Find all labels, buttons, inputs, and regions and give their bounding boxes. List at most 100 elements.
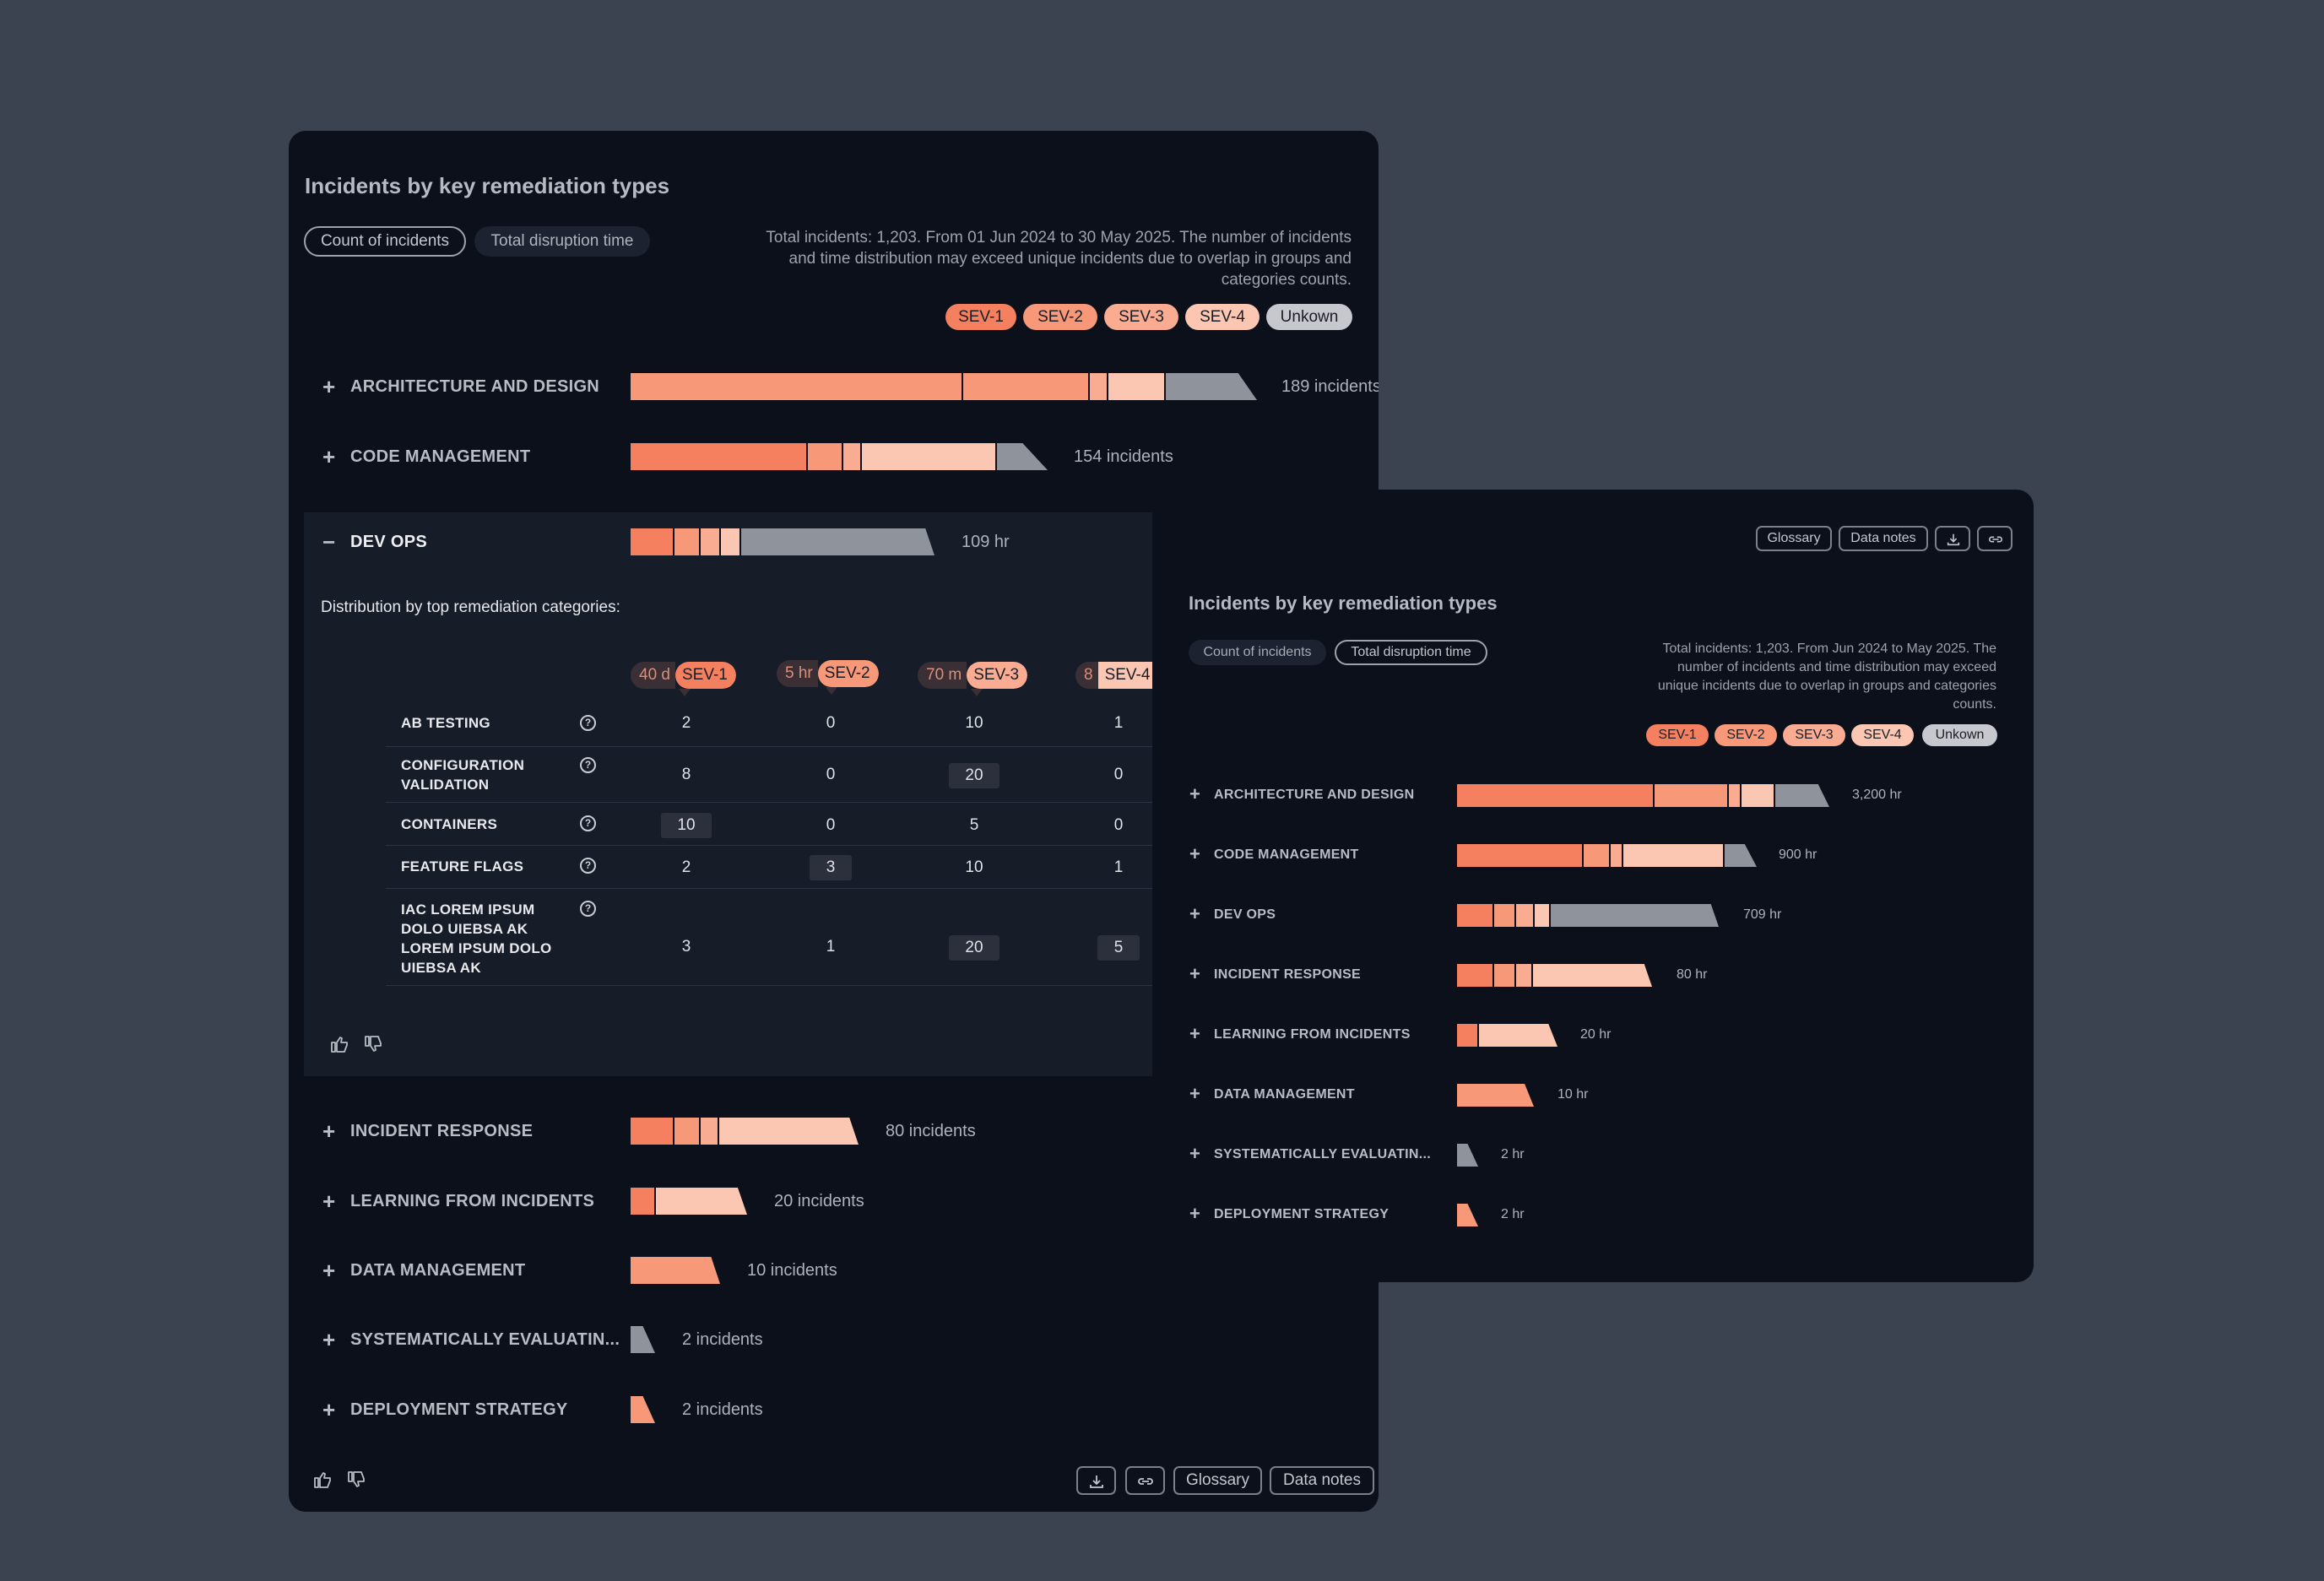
cell-value: 1 xyxy=(1113,714,1124,732)
data-notes-button[interactable]: Data notes xyxy=(1270,1466,1374,1495)
column-sev: SEV-1 xyxy=(674,662,736,689)
expand-plus-icon[interactable]: + xyxy=(1189,843,1200,864)
legend-sev2: SEV-2 xyxy=(1023,304,1097,330)
bar-seg-sev3 xyxy=(842,443,860,470)
expand-plus-icon[interactable]: + xyxy=(1189,783,1200,804)
total-disruption-time-toggle[interactable]: Total disruption time xyxy=(1335,640,1487,665)
header-pointer xyxy=(679,689,691,696)
column-sev: SEV-3 xyxy=(967,662,1028,689)
count-of-incidents-toggle[interactable]: Count of incidents xyxy=(304,226,466,257)
download-button[interactable] xyxy=(1935,526,1970,551)
help-icon[interactable]: ? xyxy=(580,815,596,831)
help-icon[interactable]: ? xyxy=(580,715,596,731)
total-incidents-note: Total incidents: 1,203. From Jun 2024 to… xyxy=(1657,642,1996,712)
expand-plus-icon[interactable]: + xyxy=(1189,1143,1200,1164)
row-label: DATA MANAGEMENT xyxy=(1214,1087,1355,1102)
link-icon xyxy=(1989,536,2002,543)
bar-seg-unknown xyxy=(631,1326,655,1353)
row-value: 10 hr xyxy=(1557,1087,1589,1102)
help-icon[interactable]: ? xyxy=(580,757,596,773)
expand-plus-icon[interactable]: + xyxy=(1189,963,1200,984)
glossary-button[interactable]: Glossary xyxy=(1756,526,1832,551)
panel-title: Incidents by key remediation types xyxy=(1189,593,1498,614)
copy-link-button[interactable] xyxy=(1125,1466,1165,1495)
row-value: 189 incidents xyxy=(1281,377,1379,396)
cell-value-highlighted: 5 xyxy=(1097,935,1140,961)
total-disruption-time-toggle[interactable]: Total disruption time xyxy=(474,226,650,257)
header-pointer xyxy=(971,689,983,696)
bar-seg-sev4 xyxy=(1107,373,1164,400)
bar-seg-sev2 xyxy=(673,1118,699,1145)
row-value: 2 incidents xyxy=(682,1330,763,1349)
row-bar xyxy=(1457,784,1829,807)
bar-seg-sev1 xyxy=(1457,844,1582,867)
expand-plus-icon[interactable]: + xyxy=(322,1188,336,1214)
legend-unknown: Unkown xyxy=(1922,724,1997,746)
bar-seg-sev4 xyxy=(1740,784,1774,807)
expand-plus-icon[interactable]: + xyxy=(1189,1083,1200,1104)
help-icon[interactable]: ? xyxy=(580,858,596,874)
bar-seg-sev4 xyxy=(718,1118,859,1145)
bar-seg-sev1 xyxy=(1457,964,1492,987)
bar-seg-sev1 xyxy=(1457,1024,1477,1047)
row-label: ARCHITECTURE AND DESIGN xyxy=(350,377,600,396)
glossary-button[interactable]: Glossary xyxy=(1173,1466,1262,1495)
row-label: CODE MANAGEMENT xyxy=(350,447,531,466)
cell-value: 0 xyxy=(1113,766,1124,783)
category-label: CONTAINERS xyxy=(401,816,498,832)
bar-seg-sev4 xyxy=(1477,1024,1557,1047)
data-notes-button[interactable]: Data notes xyxy=(1839,526,1928,551)
row-value: 154 incidents xyxy=(1074,447,1173,466)
row-value: 2 incidents xyxy=(682,1400,763,1419)
row-label: SYSTEMATICALLY EVALUATIN... xyxy=(350,1330,620,1349)
thumbs-up-icon[interactable] xyxy=(312,1470,333,1490)
row-value: 20 hr xyxy=(1580,1027,1612,1042)
download-button[interactable] xyxy=(1076,1466,1116,1495)
cell-value: 8 xyxy=(681,766,691,783)
row-bar xyxy=(1457,904,1719,927)
expand-plus-icon[interactable]: + xyxy=(1189,903,1200,924)
bar-seg-unknown xyxy=(1457,1144,1478,1167)
count-of-incidents-toggle[interactable]: Count of incidents xyxy=(1189,640,1326,665)
row-value: 20 incidents xyxy=(774,1192,864,1210)
link-icon xyxy=(1138,1478,1153,1485)
bar-seg-sev1 xyxy=(631,1118,673,1145)
expand-plus-icon[interactable]: + xyxy=(1189,1203,1200,1224)
column-header-sev3: 70 m SEV-3 xyxy=(918,662,1028,689)
download-icon xyxy=(1947,533,1960,546)
legend-sev4: SEV-4 xyxy=(1185,304,1260,330)
expand-plus-icon[interactable]: + xyxy=(322,1397,336,1422)
bar-seg-sev4 xyxy=(1622,844,1723,867)
thumbs-up-icon[interactable] xyxy=(329,1034,349,1054)
expand-plus-icon[interactable]: + xyxy=(322,374,336,399)
row-label: DEV OPS xyxy=(1214,907,1276,922)
column-metric: 8 xyxy=(1075,662,1098,689)
cell-value: 2 xyxy=(681,714,691,732)
panel-title: Incidents by key remediation types xyxy=(305,173,670,198)
collapse-minus-icon[interactable]: − xyxy=(322,529,336,555)
bar-seg-sev2 xyxy=(806,443,842,470)
row-bar xyxy=(1457,1144,1478,1167)
help-icon[interactable]: ? xyxy=(580,901,596,917)
category-label: AB TESTING xyxy=(401,715,490,731)
thumbs-down-icon[interactable] xyxy=(346,1470,366,1490)
cell-value: 1 xyxy=(826,938,836,956)
expand-plus-icon[interactable]: + xyxy=(322,1258,336,1283)
row-label: DEPLOYMENT STRATEGY xyxy=(350,1400,568,1419)
distribution-heading: Distribution by top remediation categori… xyxy=(321,598,620,616)
expand-plus-icon[interactable]: + xyxy=(322,1327,336,1352)
bar-seg-sev2 xyxy=(631,1257,720,1284)
bar-seg-sev2 xyxy=(673,528,699,555)
column-sev: SEV-2 xyxy=(817,660,879,687)
thumbs-down-icon[interactable] xyxy=(363,1034,383,1054)
expand-plus-icon[interactable]: + xyxy=(322,444,336,469)
copy-link-button[interactable] xyxy=(1977,526,2013,551)
bar-seg-sev1 xyxy=(1457,904,1492,927)
row-bar xyxy=(1457,844,1757,867)
download-icon xyxy=(1090,1475,1103,1488)
row-bar xyxy=(631,1326,655,1353)
row-label: INCIDENT RESPONSE xyxy=(1214,967,1362,982)
expand-plus-icon[interactable]: + xyxy=(322,1118,336,1144)
expand-plus-icon[interactable]: + xyxy=(1189,1023,1200,1044)
incidents-panel-disruption-time: Glossary Data notes Incidents by key rem… xyxy=(1152,490,2034,1282)
